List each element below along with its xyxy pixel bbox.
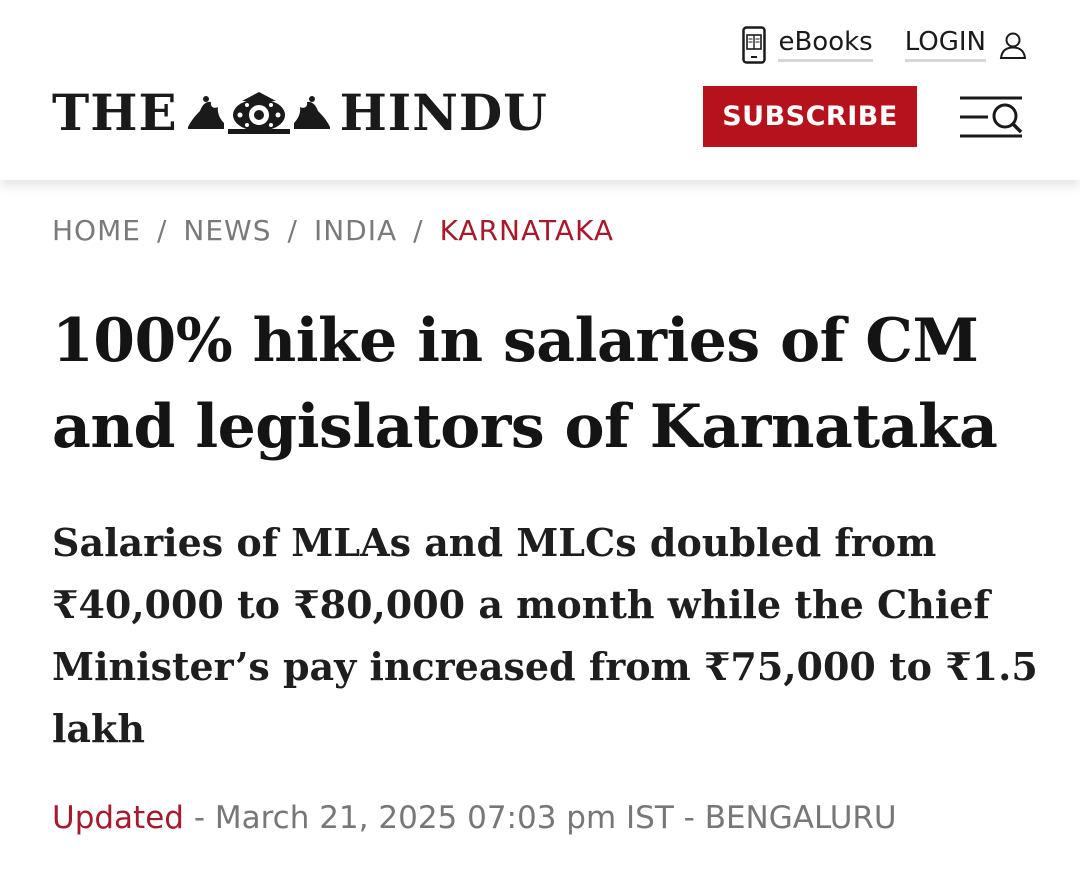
breadcrumb: HOME / NEWS / INDIA / KARNATAKA	[52, 214, 614, 247]
breadcrumb-news[interactable]: NEWS	[183, 214, 272, 247]
dateline-location: BENGALURU	[704, 800, 897, 836]
top-links: eBooks LOGIN	[742, 26, 1028, 64]
subscribe-button[interactable]: SUBSCRIBE	[703, 86, 917, 147]
ebooks-label: eBooks	[778, 28, 873, 62]
breadcrumb-home[interactable]: HOME	[52, 214, 141, 247]
article-headline: 100% hike in salaries of CM and legislat…	[52, 306, 998, 462]
login-link[interactable]: LOGIN	[904, 28, 1028, 62]
breadcrumb-separator: /	[413, 214, 424, 247]
user-icon	[998, 30, 1028, 60]
site-logo[interactable]: THE	[52, 88, 548, 138]
emblem-icon	[184, 89, 334, 137]
ebook-reader-icon	[742, 26, 767, 64]
logo-word-the: THE	[52, 83, 178, 142]
menu-search-icon	[958, 92, 1026, 142]
meta-dash: -	[683, 800, 695, 836]
breadcrumb-karnataka[interactable]: KARNATAKA	[439, 214, 615, 247]
article-meta: Updated - March 21, 2025 07:03 pm IST - …	[52, 800, 897, 836]
breadcrumb-separator: /	[156, 214, 168, 247]
breadcrumb-separator: /	[287, 214, 298, 247]
site-header: eBooks LOGIN THE	[0, 0, 1080, 180]
ebooks-link[interactable]: eBooks	[742, 26, 873, 64]
publish-datetime: March 21, 2025 07:03 pm IST	[214, 800, 674, 836]
meta-dash: -	[193, 800, 205, 836]
updated-label: Updated	[52, 800, 184, 836]
login-label: LOGIN	[904, 28, 986, 62]
logo-word-hindu: HINDU	[339, 83, 548, 142]
article-subheadline: Salaries of MLAs and MLCs doubled from ₹…	[52, 520, 1038, 751]
menu-search-button[interactable]	[958, 92, 1026, 142]
breadcrumb-india[interactable]: INDIA	[313, 214, 398, 247]
